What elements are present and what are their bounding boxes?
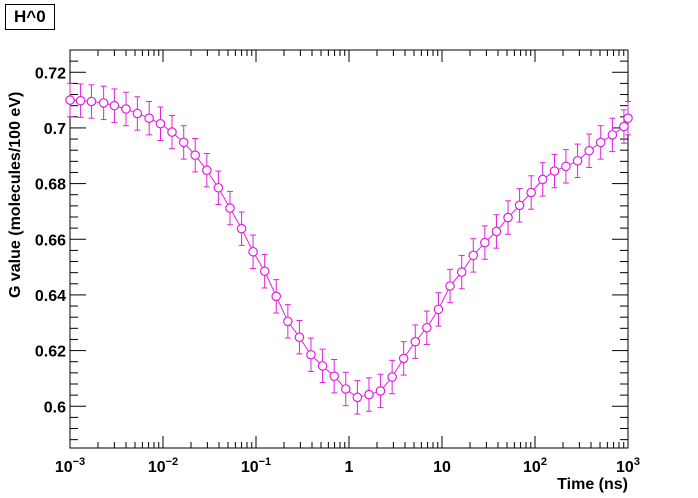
x-axis-ticks <box>69 50 629 448</box>
data-point <box>352 392 363 403</box>
data-point <box>410 336 421 347</box>
data-point <box>75 95 86 106</box>
data-point <box>178 137 189 148</box>
data-point <box>526 187 536 198</box>
data-point <box>271 291 282 302</box>
data-point <box>398 353 409 364</box>
data-point <box>294 332 305 343</box>
data-point <box>549 166 560 176</box>
data-point <box>623 113 633 123</box>
data-point <box>132 108 143 119</box>
data-point <box>86 96 97 107</box>
data-point <box>572 155 583 166</box>
data-point <box>144 113 154 123</box>
y-tick-label: 0.62 <box>35 344 66 361</box>
y-tick-label: 0.6 <box>44 399 66 416</box>
data-point <box>236 223 247 234</box>
data-point <box>445 281 455 291</box>
data-point <box>422 322 432 333</box>
data-point <box>213 182 224 193</box>
y-tick-label: 0.66 <box>35 232 66 249</box>
data-point <box>456 267 467 277</box>
x-tick-label: 10 <box>433 459 451 476</box>
y-tick-label: 0.7 <box>44 121 66 138</box>
y-tick-label: 0.72 <box>35 65 66 82</box>
data-point <box>433 304 444 315</box>
data-point <box>514 200 525 211</box>
x-tick-label: 102 <box>523 456 547 476</box>
x-axis-label: Time (ns) <box>557 476 628 493</box>
data-point <box>121 104 131 114</box>
data-point <box>584 145 594 156</box>
data-point <box>259 266 270 277</box>
data-point <box>491 226 502 237</box>
data-point <box>98 98 109 108</box>
data-point <box>503 212 513 223</box>
x-tick-label: 10−1 <box>241 456 271 476</box>
x-tick-label: 1 <box>345 459 354 476</box>
data-point <box>317 361 328 371</box>
data-point <box>595 137 606 148</box>
data-point <box>248 246 258 257</box>
data-point <box>283 316 293 327</box>
data-point <box>202 165 212 176</box>
data-point <box>619 121 629 132</box>
data-point <box>329 371 339 381</box>
data-point <box>167 127 177 137</box>
x-tick-label: 10−3 <box>55 456 85 476</box>
data-point <box>340 384 351 394</box>
series-line <box>69 99 629 398</box>
data-point <box>537 174 548 185</box>
data-point <box>387 372 397 382</box>
data-point <box>109 100 120 111</box>
data-point <box>607 130 618 140</box>
data-point <box>306 349 316 360</box>
data-point <box>225 203 235 213</box>
y-axis-label: G value (molecules/100 eV) <box>7 92 24 298</box>
data-point <box>155 118 166 129</box>
data-point <box>375 386 386 396</box>
x-tick-label: 10−2 <box>148 456 178 476</box>
y-axis-tick-labels: 0.6 0.62 0.64 0.66 0.68 0.7 0.72 <box>35 65 66 416</box>
y-tick-label: 0.68 <box>35 177 66 194</box>
y-axis-ticks <box>70 49 628 441</box>
data-point <box>561 161 571 172</box>
y-tick-label: 0.64 <box>35 288 66 305</box>
x-axis-tick-labels: 10−3 10−2 10−1 1 10 102 103 <box>55 456 640 476</box>
x-tick-label: 103 <box>616 456 640 476</box>
data-point <box>364 389 374 400</box>
data-point <box>65 95 75 105</box>
data-point <box>468 250 479 261</box>
data-point <box>190 150 201 161</box>
chart-title: H^0 <box>5 4 55 30</box>
data-point <box>480 237 490 248</box>
series-layer <box>65 82 633 415</box>
